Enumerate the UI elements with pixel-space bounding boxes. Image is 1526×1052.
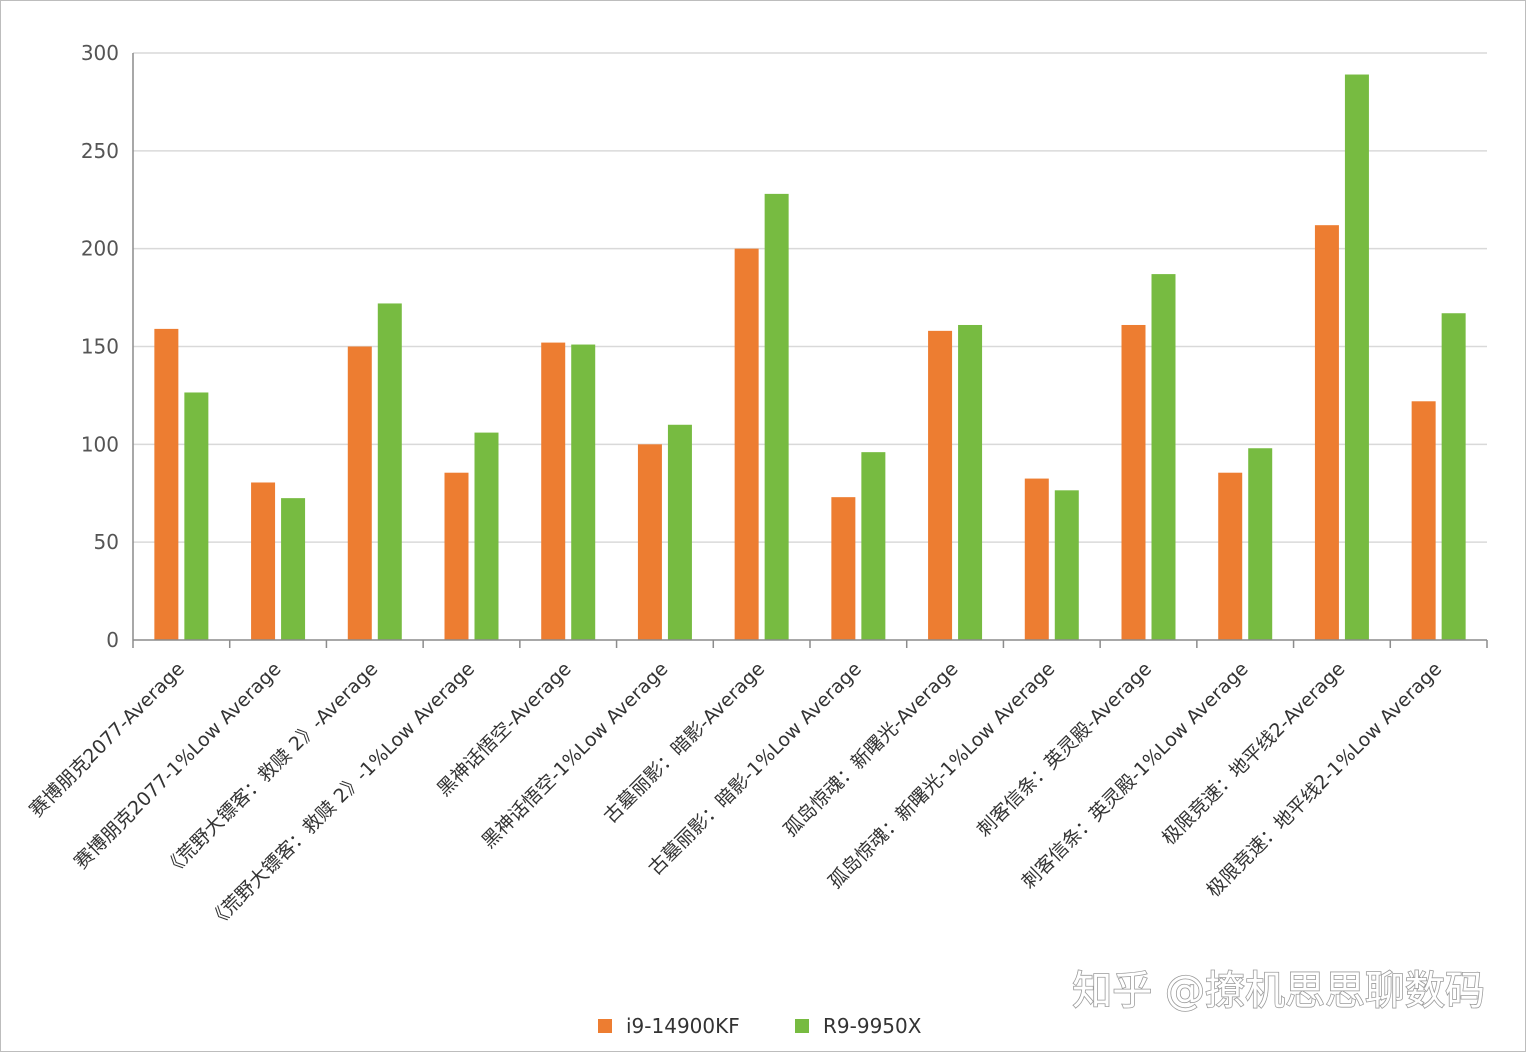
bar-i9-14900kf [154,328,179,640]
bar-r9-9950x [184,392,209,640]
x-category-label: 《荒野大镖客：救赎 2》-Average [160,658,383,881]
bar-i9-14900kf [251,482,276,640]
y-tick-label: 0 [106,628,119,652]
y-tick-label: 150 [81,335,119,359]
y-tick-label: 300 [81,41,119,65]
legend-label: i9-14900KF [626,1014,740,1038]
x-category-label: 黑神话悟空-1%Low Average [478,658,673,853]
x-category-label: 极限竞速：地平线2-Average [1158,658,1350,850]
bar-i9-14900kf [541,342,566,640]
bar-r9-9950x [1248,448,1273,640]
bars [154,74,1466,641]
bar-i9-14900kf [347,346,372,640]
bar-r9-9950x [667,424,692,640]
legend-label: R9-9950X [823,1014,922,1038]
legend: i9-14900KF R9-9950X [598,1014,922,1038]
y-tick-label: 100 [81,432,119,456]
bar-r9-9950x [861,452,886,640]
legend-swatch [795,1019,809,1033]
y-tick-label: 250 [81,139,119,163]
x-category-label: 赛博朋克2077-Average [25,658,189,822]
bar-i9-14900kf [734,248,759,640]
bar-r9-9950x [1151,274,1176,640]
bar-r9-9950x [1054,490,1079,640]
x-category-label: 古墓丽影：暗影-Average [600,658,770,828]
bar-r9-9950x [958,324,983,640]
gridlines [133,52,1487,543]
bar-r9-9950x [377,303,402,640]
x-category-label: 刺客信条：英灵殿-Average [973,658,1156,841]
x-category-label: 古墓丽影：暗影-1%Low Average [644,658,866,880]
bar-i9-14900kf [831,497,856,640]
y-axis: 0 50 100 150 200 250 300 [81,41,134,652]
watermark-text: 知乎 @撩机思思聊数码 [1072,968,1485,1014]
bar-i9-14900kf [1121,324,1146,640]
bar-r9-9950x [571,344,596,640]
bar-r9-9950x [1344,74,1369,641]
x-category-label: 赛博朋克2077-1%Low Average [70,658,286,874]
bar-i9-14900kf [1411,401,1436,640]
bar-i9-14900kf [1314,225,1339,641]
bar-r9-9950x [281,498,306,640]
bar-i9-14900kf [1218,472,1243,640]
x-category-label: 孤岛惊魂：新曙光-Average [780,658,963,841]
bar-r9-9950x [764,193,789,640]
y-tick-label: 200 [81,237,119,261]
y-tick-label: 50 [94,530,119,554]
bar-i9-14900kf [637,444,662,640]
bar-r9-9950x [1441,313,1466,640]
bar-i9-14900kf [928,330,953,640]
bar-i9-14900kf [1024,478,1049,640]
bar-r9-9950x [474,432,499,640]
legend-swatch [598,1019,612,1033]
bar-i9-14900kf [444,472,469,640]
